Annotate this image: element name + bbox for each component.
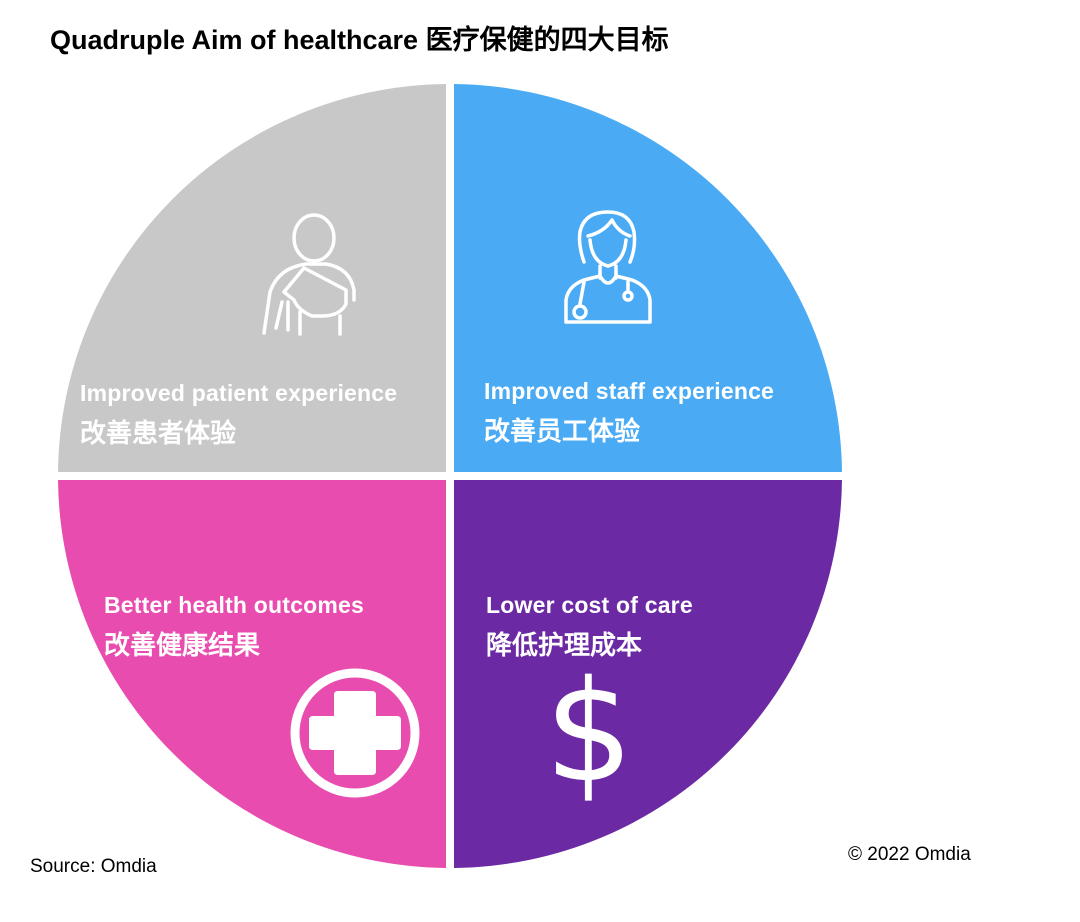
dollar-sign-icon: $ (544, 651, 633, 814)
patient-arm-sling-icon (262, 213, 356, 336)
label-cost-of-care: Lower cost of care 降低护理成本 (486, 592, 693, 662)
doctor-stethoscope-icon (564, 210, 652, 324)
medical-cross-icon (290, 668, 420, 798)
label-zh: 改善健康结果 (104, 631, 261, 661)
label-en: Better health outcomes (104, 592, 365, 618)
label-en: Improved patient experience (80, 380, 398, 406)
label-staff-experience: Improved staff experience 改善员工体验 (484, 378, 774, 448)
label-en: Improved staff experience (484, 378, 775, 404)
quadrant-patient (58, 84, 447, 473)
label-zh: 改善员工体验 (484, 417, 641, 447)
quadrant-staff (454, 84, 842, 473)
label-health-outcomes: Better health outcomes 改善健康结果 (104, 592, 364, 662)
label-en: Lower cost of care (486, 592, 693, 618)
quadrant-health (58, 480, 447, 868)
page-title: Quadruple Aim of healthcare 医疗保健的四大目标 (50, 25, 669, 55)
quadrant-cost (454, 480, 842, 868)
label-patient-experience: Improved patient experience 改善患者体验 (80, 380, 397, 450)
source-note: Source: Omdia (30, 856, 157, 877)
label-zh: 降低护理成本 (486, 631, 643, 661)
label-zh: 改善患者体验 (80, 419, 237, 449)
copyright-note: © 2022 Omdia (848, 844, 971, 865)
